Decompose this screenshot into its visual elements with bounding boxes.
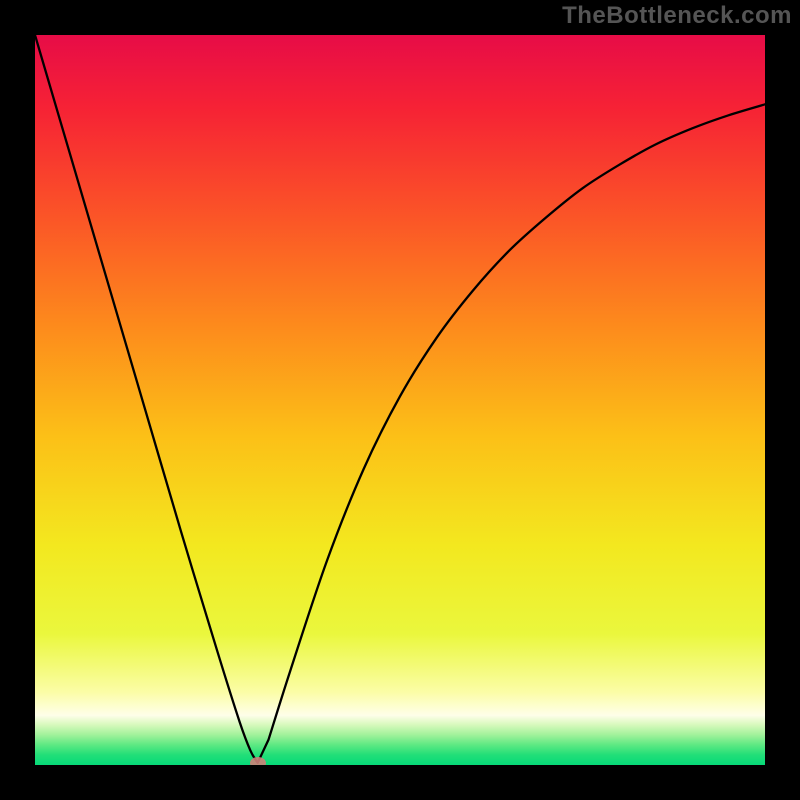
min-marker	[250, 757, 266, 765]
plot-area	[35, 35, 765, 765]
chart-frame: TheBottleneck.com	[0, 0, 800, 800]
plot-svg	[35, 35, 765, 765]
watermark-text: TheBottleneck.com	[562, 2, 792, 30]
